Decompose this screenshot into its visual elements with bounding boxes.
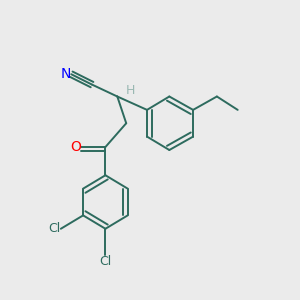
- Text: Cl: Cl: [99, 255, 112, 268]
- Text: N: N: [61, 67, 71, 81]
- Text: Cl: Cl: [49, 222, 61, 235]
- Text: H: H: [126, 84, 136, 97]
- Text: O: O: [70, 140, 81, 154]
